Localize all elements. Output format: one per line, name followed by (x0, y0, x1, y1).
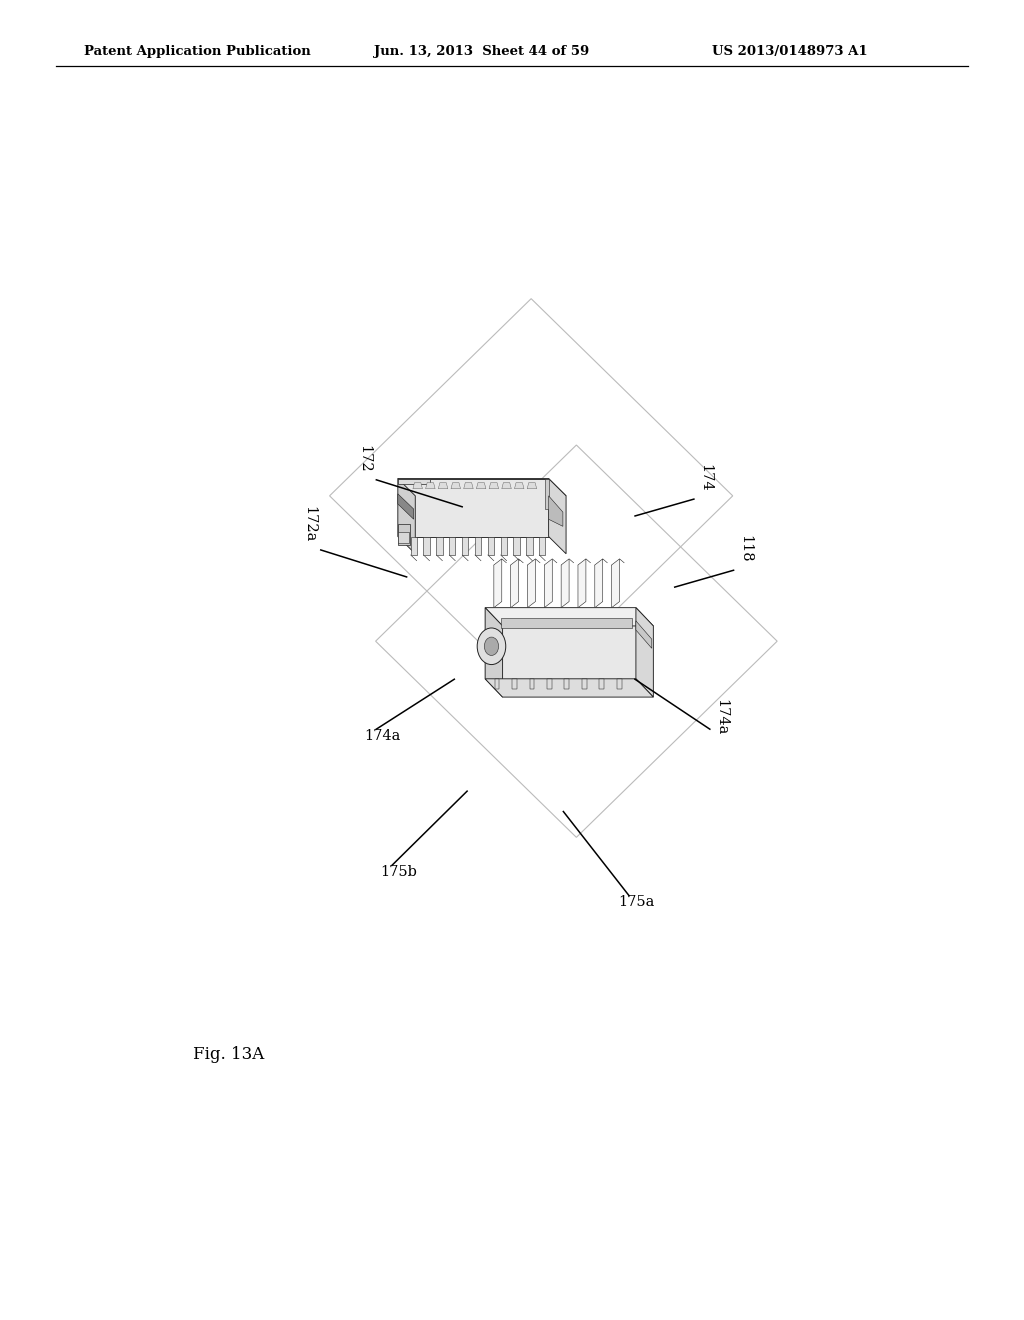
Polygon shape (397, 479, 430, 483)
Polygon shape (485, 678, 653, 697)
Polygon shape (476, 483, 486, 488)
Polygon shape (561, 558, 569, 607)
Polygon shape (529, 678, 535, 689)
Polygon shape (549, 479, 566, 554)
Polygon shape (514, 483, 524, 488)
Polygon shape (616, 678, 622, 689)
Polygon shape (397, 524, 410, 545)
Polygon shape (426, 483, 435, 488)
Polygon shape (502, 483, 511, 488)
Polygon shape (485, 607, 503, 697)
Polygon shape (636, 620, 652, 648)
Circle shape (477, 628, 506, 664)
Polygon shape (397, 479, 549, 536)
Polygon shape (397, 532, 409, 543)
Polygon shape (397, 479, 566, 496)
Polygon shape (547, 678, 552, 689)
Polygon shape (527, 483, 537, 488)
Text: 175a: 175a (618, 895, 654, 909)
Polygon shape (423, 536, 430, 554)
Polygon shape (494, 558, 502, 607)
Polygon shape (539, 536, 546, 554)
Text: 175b: 175b (380, 865, 417, 879)
Text: 174a: 174a (365, 729, 400, 743)
Polygon shape (511, 558, 518, 607)
Polygon shape (487, 536, 494, 554)
Text: US 2013/0148973 A1: US 2013/0148973 A1 (712, 45, 867, 58)
Polygon shape (438, 483, 447, 488)
Polygon shape (397, 494, 414, 519)
Polygon shape (545, 479, 549, 510)
Polygon shape (397, 479, 416, 554)
Polygon shape (495, 678, 500, 689)
Polygon shape (582, 678, 587, 689)
Polygon shape (526, 536, 532, 554)
Polygon shape (413, 483, 423, 488)
Polygon shape (485, 607, 636, 678)
Text: Patent Application Publication: Patent Application Publication (84, 45, 310, 58)
Polygon shape (578, 558, 586, 607)
Polygon shape (513, 536, 520, 554)
Text: 172a: 172a (302, 507, 316, 543)
Polygon shape (485, 607, 653, 626)
Polygon shape (489, 483, 499, 488)
Polygon shape (611, 558, 620, 607)
Polygon shape (564, 678, 569, 689)
Polygon shape (501, 618, 632, 628)
Text: 174a: 174a (715, 700, 729, 735)
Polygon shape (595, 558, 603, 607)
Polygon shape (636, 607, 653, 697)
Polygon shape (501, 536, 507, 554)
Circle shape (484, 638, 499, 656)
Polygon shape (599, 678, 604, 689)
Polygon shape (450, 536, 456, 554)
Polygon shape (527, 558, 536, 607)
Text: Fig. 13A: Fig. 13A (194, 1047, 264, 1064)
Polygon shape (549, 496, 563, 527)
Polygon shape (451, 483, 461, 488)
Polygon shape (545, 558, 552, 607)
Polygon shape (436, 536, 442, 554)
Text: 118: 118 (738, 536, 753, 562)
Text: 174: 174 (698, 465, 713, 492)
Polygon shape (464, 483, 473, 488)
Text: 172: 172 (357, 445, 372, 473)
Polygon shape (462, 536, 468, 554)
Polygon shape (475, 536, 481, 554)
Polygon shape (411, 536, 417, 554)
Text: Jun. 13, 2013  Sheet 44 of 59: Jun. 13, 2013 Sheet 44 of 59 (374, 45, 589, 58)
Polygon shape (512, 678, 517, 689)
